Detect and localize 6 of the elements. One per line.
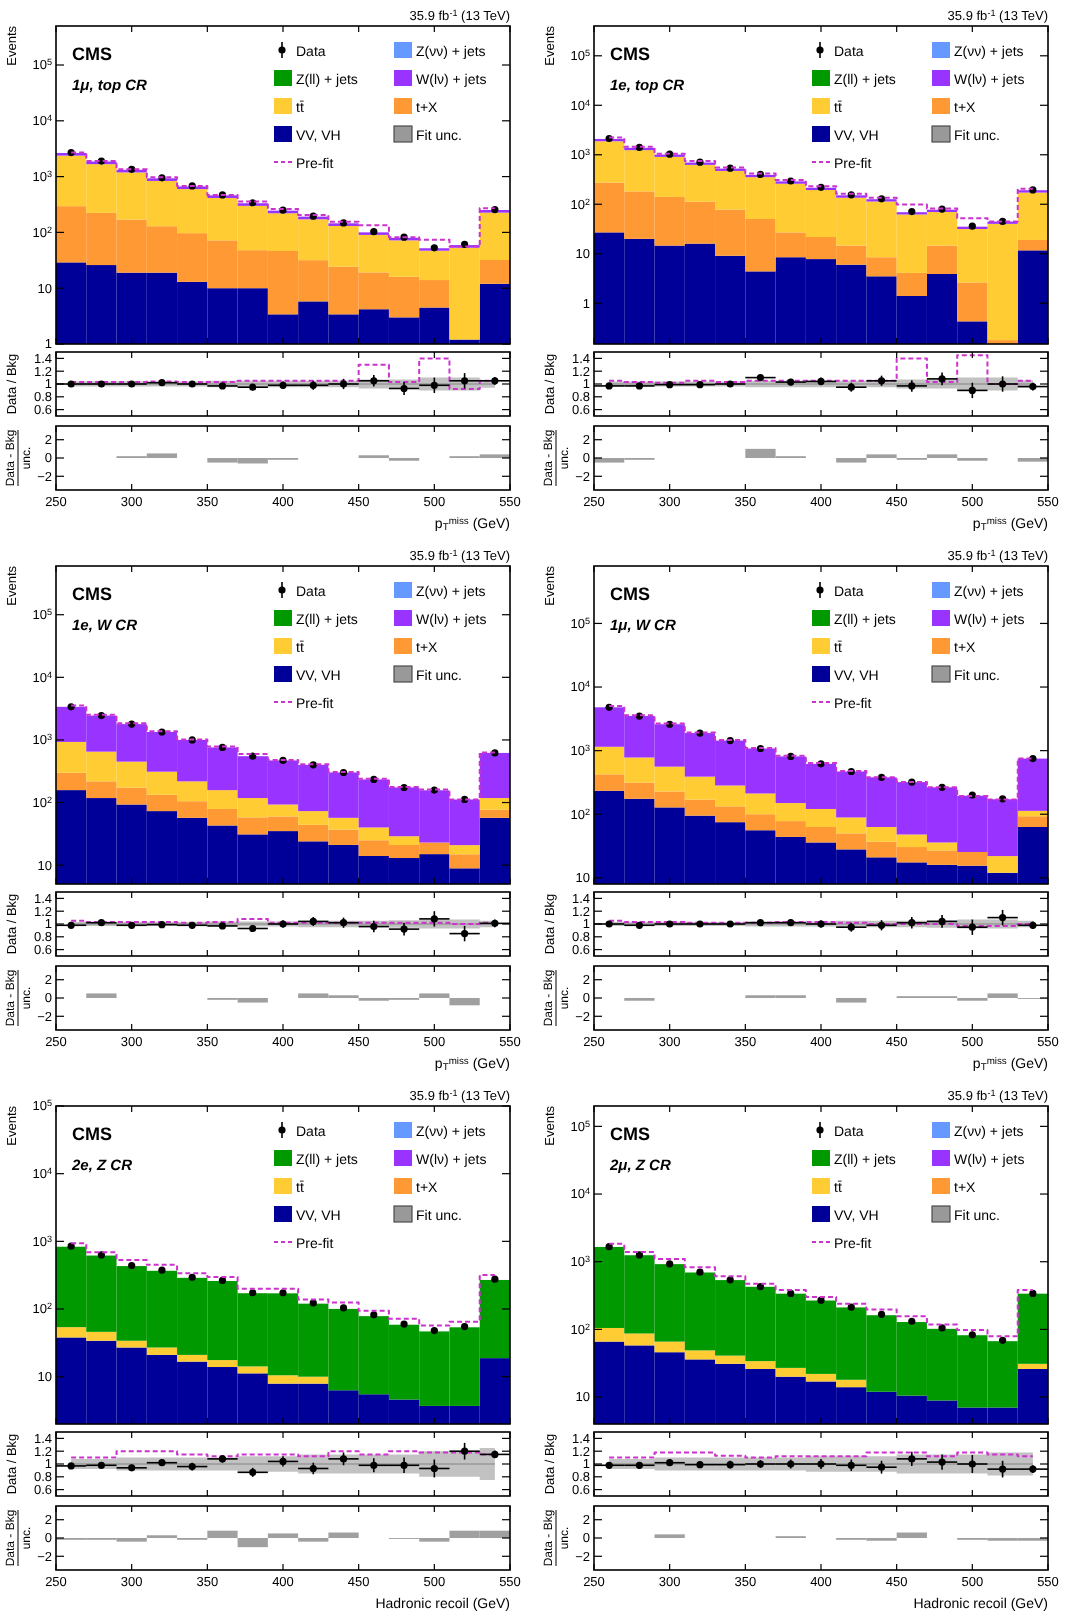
text: CMS [72, 584, 112, 604]
text: CMS [610, 1124, 650, 1144]
text: CMS [610, 44, 650, 64]
text: CMS [72, 44, 112, 64]
text: CMS [72, 1124, 112, 1144]
text: CMS [610, 584, 650, 604]
